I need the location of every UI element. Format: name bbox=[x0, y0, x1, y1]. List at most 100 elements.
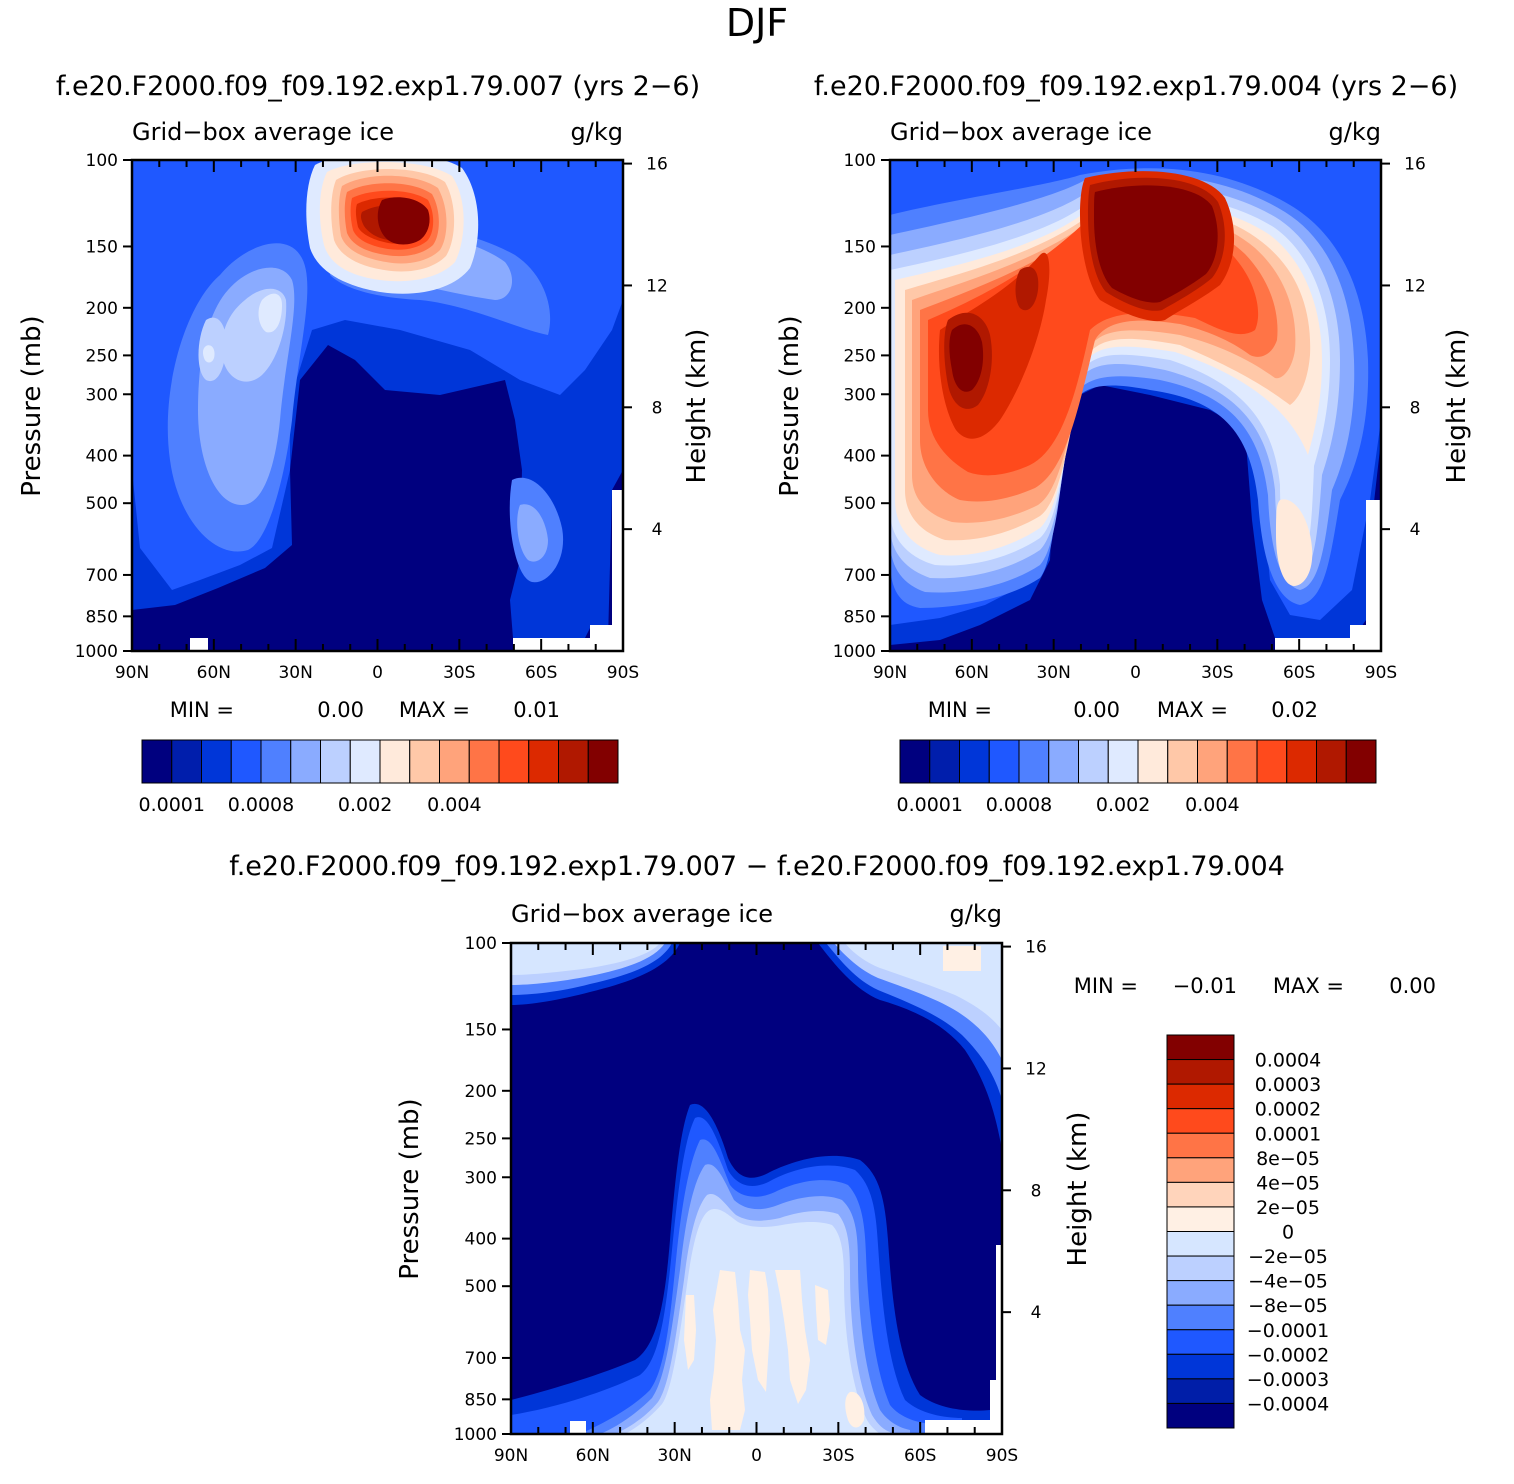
y2-tick-label: 16 bbox=[646, 155, 668, 175]
y-tick-label: 250 bbox=[465, 1129, 497, 1149]
max-value-case1: 0.01 bbox=[513, 698, 560, 722]
colorbar-label: 0.0002 bbox=[1255, 1099, 1321, 1121]
colorbar-swatch bbox=[558, 739, 589, 784]
x-axis-diff: 90N 60N 30N 0 30S 60S 90S bbox=[494, 943, 1018, 1466]
colorbar-label: 2e−05 bbox=[1256, 1197, 1320, 1219]
panel-title-diff: f.e20.F2000.f09_f09.192.exp1.79.007 − f.… bbox=[229, 851, 1285, 882]
min-value-case1: 0.00 bbox=[317, 698, 364, 722]
colorbar-swatch bbox=[1345, 739, 1377, 784]
x-tick-label: 90S bbox=[986, 1446, 1018, 1466]
colorbar-case1: 0.0001 0.0008 0.002 0.004 bbox=[139, 739, 619, 816]
y2-axis-case1: 16 12 8 4 bbox=[623, 155, 668, 540]
y2-tick-label: 4 bbox=[1410, 520, 1421, 540]
x-tick-label: 60S bbox=[904, 1446, 936, 1466]
y2-tick-label: 4 bbox=[652, 520, 663, 540]
min-label-case1: MIN = bbox=[170, 698, 234, 722]
contour-field-case1 bbox=[132, 160, 623, 651]
y-tick-label: 850 bbox=[844, 607, 876, 627]
colorbar-label: 0.0008 bbox=[986, 794, 1052, 816]
colorbar-label: −4e−05 bbox=[1248, 1271, 1328, 1293]
y-axis-diff: 100 150 200 250 300 400 500 700 850 1000 bbox=[454, 934, 511, 1445]
colorbar-swatch bbox=[1107, 739, 1139, 784]
x-tick-label: 90N bbox=[873, 663, 907, 683]
x-tick-label: 60S bbox=[1283, 663, 1315, 683]
x-tick-label: 0 bbox=[751, 1446, 762, 1466]
variable-label-case2: Grid−box average ice bbox=[890, 118, 1152, 146]
y2-tick-label: 12 bbox=[646, 276, 668, 296]
colorbar-label: −0.0003 bbox=[1247, 1369, 1329, 1391]
y2-tick-label: 12 bbox=[1404, 276, 1426, 296]
colorbar-swatch bbox=[1166, 1329, 1235, 1355]
colorbar-swatch bbox=[1166, 1132, 1235, 1159]
colorbar-swatch bbox=[320, 739, 351, 784]
colorbar-swatch bbox=[1197, 739, 1228, 784]
y-tick-label: 300 bbox=[844, 385, 876, 405]
y-tick-label: 200 bbox=[844, 299, 876, 319]
min-label-diff: MIN = bbox=[1074, 974, 1138, 998]
colorbar-swatch bbox=[1166, 1378, 1235, 1404]
colorbar-label: 0.0001 bbox=[897, 794, 963, 816]
y-tick-label: 700 bbox=[465, 1349, 497, 1369]
y-axis-case1: 100 150 200 250 300 400 500 700 850 1000 bbox=[75, 151, 132, 662]
y-tick-label: 850 bbox=[465, 1390, 497, 1410]
colorbar-label: 0 bbox=[1282, 1222, 1294, 1244]
y-tick-label: 250 bbox=[844, 346, 876, 366]
y-tick-label: 700 bbox=[844, 566, 876, 586]
colorbar-label: 0.0004 bbox=[1255, 1050, 1321, 1072]
colorbar-label: 0.004 bbox=[1185, 794, 1239, 816]
y2-axis-title-case1: Height (km) bbox=[682, 329, 712, 484]
y-tick-label: 300 bbox=[465, 1168, 497, 1188]
colorbar-case2: 0.0001 0.0008 0.002 0.004 bbox=[897, 739, 1377, 816]
colorbar-swatch bbox=[929, 739, 960, 784]
x-tick-label: 60N bbox=[955, 663, 989, 683]
colorbar-swatch bbox=[1166, 1280, 1235, 1306]
x-tick-label: 30S bbox=[443, 663, 475, 683]
y-axis-case2: 100 150 200 250 300 400 500 700 850 1000 bbox=[833, 151, 890, 662]
y2-tick-label: 8 bbox=[1410, 398, 1421, 418]
colorbar-swatch bbox=[230, 739, 262, 784]
y-tick-label: 250 bbox=[86, 346, 118, 366]
colorbar-swatch bbox=[1286, 739, 1317, 784]
y-tick-label: 1000 bbox=[833, 642, 876, 662]
x-tick-label: 90S bbox=[1365, 663, 1397, 683]
colorbar-label: 0.0008 bbox=[228, 794, 294, 816]
min-value-diff: −0.01 bbox=[1173, 974, 1237, 998]
x-tick-label: 90S bbox=[607, 663, 639, 683]
colorbar-swatch bbox=[1078, 739, 1109, 784]
y-tick-label: 400 bbox=[844, 447, 876, 467]
colorbar-swatch bbox=[498, 739, 530, 784]
y2-axis-case2: 16 12 8 4 bbox=[1381, 155, 1426, 540]
x-tick-label: 30S bbox=[1201, 663, 1233, 683]
max-label-case2: MAX = bbox=[1157, 698, 1228, 722]
x-tick-label: 0 bbox=[1130, 663, 1141, 683]
colorbar-swatch bbox=[1256, 739, 1288, 784]
colorbar-label: −8e−05 bbox=[1248, 1295, 1328, 1317]
colorbar-label: 4e−05 bbox=[1256, 1172, 1320, 1194]
colorbar-swatch bbox=[899, 739, 931, 784]
colorbar-label: 8e−05 bbox=[1256, 1148, 1320, 1170]
y-axis-title-diff: Pressure (mb) bbox=[395, 1098, 425, 1279]
x-tick-label: 90N bbox=[115, 663, 149, 683]
panel-case1: f.e20.F2000.f09_f09.192.exp1.79.007 (yrs… bbox=[17, 71, 712, 816]
colorbar-swatch bbox=[1316, 739, 1347, 784]
max-label-diff: MAX = bbox=[1273, 974, 1344, 998]
y2-axis-diff: 16 12 8 4 bbox=[1002, 938, 1047, 1323]
y-tick-label: 100 bbox=[465, 934, 497, 954]
colorbar-label: 0.004 bbox=[427, 794, 481, 816]
x-tick-label: 90N bbox=[494, 1446, 528, 1466]
variable-label-diff: Grid−box average ice bbox=[511, 900, 773, 928]
colorbar-swatch bbox=[959, 739, 990, 784]
colorbar-swatch bbox=[1166, 1231, 1235, 1257]
colorbar-swatch bbox=[1166, 1108, 1235, 1134]
y2-axis-title-diff: Height (km) bbox=[1063, 1112, 1093, 1267]
colorbar-swatch bbox=[1166, 1304, 1235, 1331]
panel-case2: f.e20.F2000.f09_f09.192.exp1.79.004 (yrs… bbox=[775, 71, 1472, 816]
colorbar-swatch bbox=[1166, 1059, 1235, 1085]
y-tick-label: 400 bbox=[465, 1230, 497, 1250]
colorbar-swatch bbox=[1166, 1181, 1235, 1208]
x-tick-label: 30N bbox=[1036, 663, 1070, 683]
x-tick-label: 30N bbox=[657, 1446, 691, 1466]
y-axis-title-case1: Pressure (mb) bbox=[17, 315, 47, 496]
